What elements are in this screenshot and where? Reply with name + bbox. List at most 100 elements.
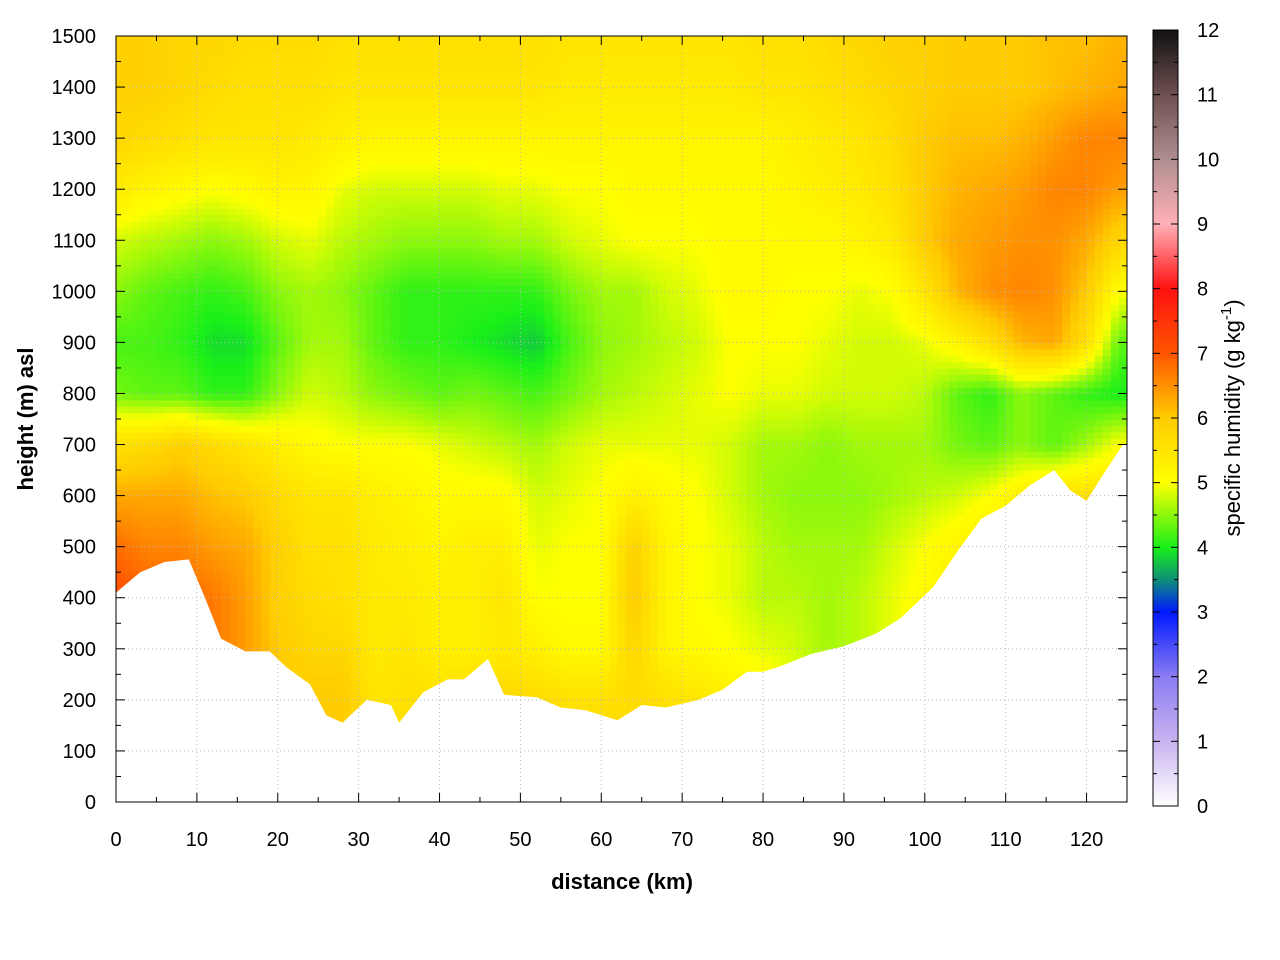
heatmap-cell (407, 233, 416, 241)
heatmap-cell (204, 399, 214, 407)
heatmap-cell (213, 284, 222, 292)
heatmap-cell (188, 304, 198, 312)
heatmap-cell (326, 106, 335, 114)
heatmap-cell (431, 265, 441, 273)
heatmap-cell (302, 412, 311, 420)
heatmap-cell (423, 208, 433, 216)
heatmap-cell (439, 112, 449, 120)
heatmap-cell (253, 42, 263, 50)
heatmap-cell (213, 336, 222, 343)
heatmap-cell (293, 661, 303, 669)
heatmap-cell (350, 553, 360, 561)
heatmap-cell (293, 572, 303, 580)
heatmap-cell (253, 450, 263, 458)
heatmap-cell (366, 527, 376, 535)
heatmap-cell (269, 61, 279, 69)
heatmap-cell (342, 182, 352, 190)
heatmap-cell (366, 578, 376, 586)
heatmap-cell (245, 74, 255, 82)
heatmap-cell (172, 412, 182, 420)
heatmap-cell (237, 457, 247, 465)
heatmap-cell (188, 514, 198, 522)
heatmap-cell (124, 329, 133, 337)
heatmap-cell (132, 348, 141, 356)
heatmap-cell (390, 118, 400, 126)
heatmap-cell (350, 367, 360, 375)
heatmap-cell (439, 648, 449, 656)
heatmap-cell (350, 597, 360, 605)
heatmap-cell (310, 246, 319, 254)
heatmap-cell (407, 572, 416, 580)
heatmap-cell (447, 661, 457, 669)
heatmap-cell (164, 93, 174, 101)
heatmap-cell (204, 106, 214, 114)
heatmap-cell (390, 399, 400, 407)
heatmap-cell (334, 246, 344, 254)
heatmap-cell (221, 80, 230, 88)
heatmap-cell (156, 233, 166, 241)
heatmap-cell (407, 170, 416, 178)
heatmap-cell (261, 425, 271, 433)
heatmap-cell (229, 610, 238, 618)
heatmap-cell (188, 329, 198, 337)
heatmap-cell (148, 227, 158, 235)
heatmap-cell (237, 297, 247, 305)
heatmap-cell (415, 623, 424, 631)
heatmap-cell (148, 546, 158, 554)
heatmap-cell (439, 323, 449, 331)
heatmap-cell (285, 106, 295, 114)
heatmap-cell (326, 623, 335, 631)
heatmap-cell (390, 591, 400, 599)
heatmap-cell (390, 680, 400, 688)
heatmap-cell (261, 214, 271, 222)
heatmap-cell (302, 616, 311, 624)
heatmap-cell (439, 514, 449, 522)
heatmap-cell (253, 106, 263, 114)
heatmap-cell (431, 604, 441, 612)
heatmap-cell (407, 367, 416, 375)
heatmap-cell (148, 106, 158, 114)
heatmap-cell (229, 553, 238, 561)
heatmap-cell (415, 361, 424, 369)
heatmap-cell (261, 623, 271, 631)
heatmap-cell (334, 304, 344, 312)
heatmap-cell (293, 380, 303, 388)
heatmap-cell (334, 316, 344, 324)
heatmap-cell (204, 597, 214, 605)
heatmap-cell (237, 623, 247, 631)
heatmap-cell (382, 36, 392, 43)
heatmap-cell (447, 508, 457, 516)
heatmap-cell (374, 661, 384, 669)
heatmap-cell (310, 99, 319, 107)
heatmap-cell (399, 150, 408, 158)
heatmap-cell (277, 93, 287, 101)
heatmap-cell (204, 36, 214, 43)
heatmap-cell (318, 67, 327, 75)
heatmap-cell (358, 240, 368, 248)
heatmap-cell (342, 419, 352, 426)
heatmap-cell (399, 272, 408, 280)
heatmap-cell (261, 227, 271, 235)
heatmap-cell (431, 489, 441, 497)
heatmap-cell (350, 182, 360, 190)
heatmap-cell (334, 348, 344, 356)
heatmap-cell (447, 444, 457, 452)
heatmap-cell (334, 214, 344, 222)
heatmap-cell (132, 112, 141, 120)
heatmap-cell (358, 463, 368, 471)
heatmap-cell (285, 438, 295, 446)
heatmap-cell (350, 265, 360, 273)
heatmap-cell (237, 604, 247, 612)
heatmap-cell (261, 412, 271, 420)
heatmap-cell (310, 508, 319, 516)
heatmap-cell (285, 278, 295, 286)
heatmap-cell (390, 278, 400, 286)
heatmap-cell (172, 482, 182, 490)
heatmap-cell (156, 157, 166, 165)
heatmap-cell (407, 470, 416, 478)
heatmap-cell (172, 240, 182, 248)
heatmap-cell (374, 501, 384, 509)
heatmap-cell (277, 195, 287, 203)
heatmap-cell (334, 42, 344, 50)
heatmap-cell (221, 259, 230, 267)
